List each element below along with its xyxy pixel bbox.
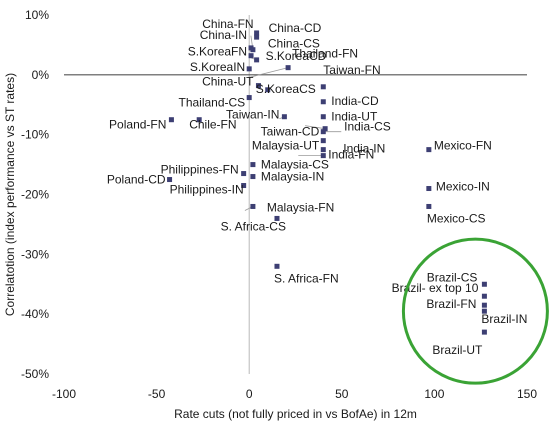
point-label: Philippines-IN — [170, 183, 244, 197]
data-point — [255, 83, 261, 89]
data-point — [481, 329, 487, 335]
y-tick-label: -10% — [21, 128, 49, 142]
data-point — [250, 47, 256, 53]
point-label: Taiwan-FN — [323, 63, 380, 77]
point-label: China-FN — [202, 17, 253, 31]
data-point — [281, 114, 287, 120]
data-point — [274, 263, 280, 269]
data-point — [196, 117, 202, 123]
y-tick-label: 10% — [25, 8, 49, 22]
data-point — [274, 215, 280, 221]
y-axis-title: Correlatotion (index performance vs ST r… — [3, 73, 17, 316]
point-label: China-IN — [200, 28, 247, 42]
point-label: Thailand-FN — [292, 47, 358, 61]
data-point — [248, 53, 254, 59]
leader-line — [247, 67, 289, 79]
point-label: India-FN — [328, 148, 374, 162]
data-point — [241, 183, 247, 189]
axes-layer: -100 -50 0 50 100 150 10% 0% -10% -20% -30% -40% -50… — [21, 8, 537, 401]
point-label: Poland-FN — [109, 118, 166, 132]
y-tick-label: -20% — [21, 188, 49, 202]
data-point — [285, 65, 291, 71]
data-point — [320, 84, 326, 90]
y-tick-label: -40% — [21, 307, 49, 321]
data-point — [320, 129, 326, 135]
data-point — [320, 147, 326, 153]
point-label: S. Africa-FN — [274, 271, 339, 285]
point-label: Malaysia-CS — [261, 158, 329, 172]
point-labels: China-FN China-CD China-IN China-CS S.KoreaF… — [107, 17, 549, 385]
x-tick-label: 50 — [335, 387, 349, 401]
x-axis-title: Rate cuts (not fully priced in vs BofAe)… — [174, 407, 417, 421]
point-label: India-IN — [343, 142, 385, 156]
y-tick-label: -50% — [21, 367, 49, 381]
data-point — [250, 174, 256, 180]
leader-lines — [244, 35, 342, 211]
point-label: China-CD — [269, 21, 322, 35]
data-point — [426, 147, 432, 153]
point-label: Mexico-CS — [427, 211, 486, 225]
point-label: India-CD — [331, 94, 379, 108]
point-label: Mexico-IN — [436, 180, 490, 194]
x-tick-label: -50 — [148, 387, 166, 401]
data-point — [167, 177, 173, 183]
y-tick-label: 0% — [32, 68, 50, 82]
data-point — [322, 126, 328, 132]
x-tick-label: 100 — [424, 387, 444, 401]
x-tick-label: 0 — [246, 387, 253, 401]
data-point — [250, 162, 256, 168]
point-label: Chile-FN — [189, 118, 236, 132]
point-label: Brazil-UT — [432, 343, 483, 357]
data-point — [241, 171, 247, 177]
point-label: Thailand-CS — [178, 96, 245, 110]
data-point — [265, 87, 271, 93]
point-label: China-CS — [268, 37, 320, 51]
data-point — [481, 281, 487, 287]
data-point — [426, 203, 432, 209]
point-label: S.KoreaFN — [188, 45, 247, 59]
x-tick-label: -100 — [52, 387, 76, 401]
data-point — [246, 95, 252, 101]
data-point — [168, 117, 174, 123]
point-label: S.KoreaCS — [256, 82, 316, 96]
data-point — [481, 308, 487, 314]
data-point — [246, 66, 252, 72]
point-label: S.KoreaCD — [266, 49, 327, 63]
point-label: India-UT — [331, 110, 378, 124]
point-label: Mexico-FN — [434, 139, 492, 153]
point-label: Malaysia-UT — [252, 139, 320, 153]
point-label: Taiwan-CD — [261, 125, 320, 139]
leader-line — [305, 125, 326, 130]
x-tick-label: 150 — [517, 387, 537, 401]
y-tick-label: -30% — [21, 247, 49, 261]
data-point — [320, 114, 326, 120]
data-point — [426, 186, 432, 192]
point-label: S. Africa-CS — [221, 219, 286, 233]
brazil-highlight-circle — [401, 237, 549, 385]
point-label: Brazil- ex top 10 — [392, 281, 479, 295]
point-label: Poland-CD — [107, 173, 166, 187]
point-label: Brazil-CS — [427, 270, 478, 284]
point-label: Philippines-FN — [161, 163, 239, 177]
point-label: Brazil-FN — [426, 297, 476, 311]
data-point — [254, 57, 260, 63]
point-label: China-UT — [202, 75, 254, 89]
data-point — [320, 153, 326, 159]
data-point — [254, 34, 260, 40]
point-label: Malaysia-FN — [267, 200, 334, 214]
data-point — [481, 293, 487, 299]
point-label: Taiwan-IN — [226, 108, 279, 122]
point-label: Malaysia-IN — [261, 170, 324, 184]
point-label: Brazil-IN — [481, 312, 527, 326]
data-points — [167, 30, 487, 335]
point-label: S.KoreaIN — [190, 60, 245, 74]
data-point — [320, 99, 326, 105]
data-point — [481, 302, 487, 308]
data-point — [320, 138, 326, 144]
data-point — [250, 203, 256, 209]
data-point — [254, 30, 260, 36]
point-label: India-CS — [344, 120, 391, 134]
